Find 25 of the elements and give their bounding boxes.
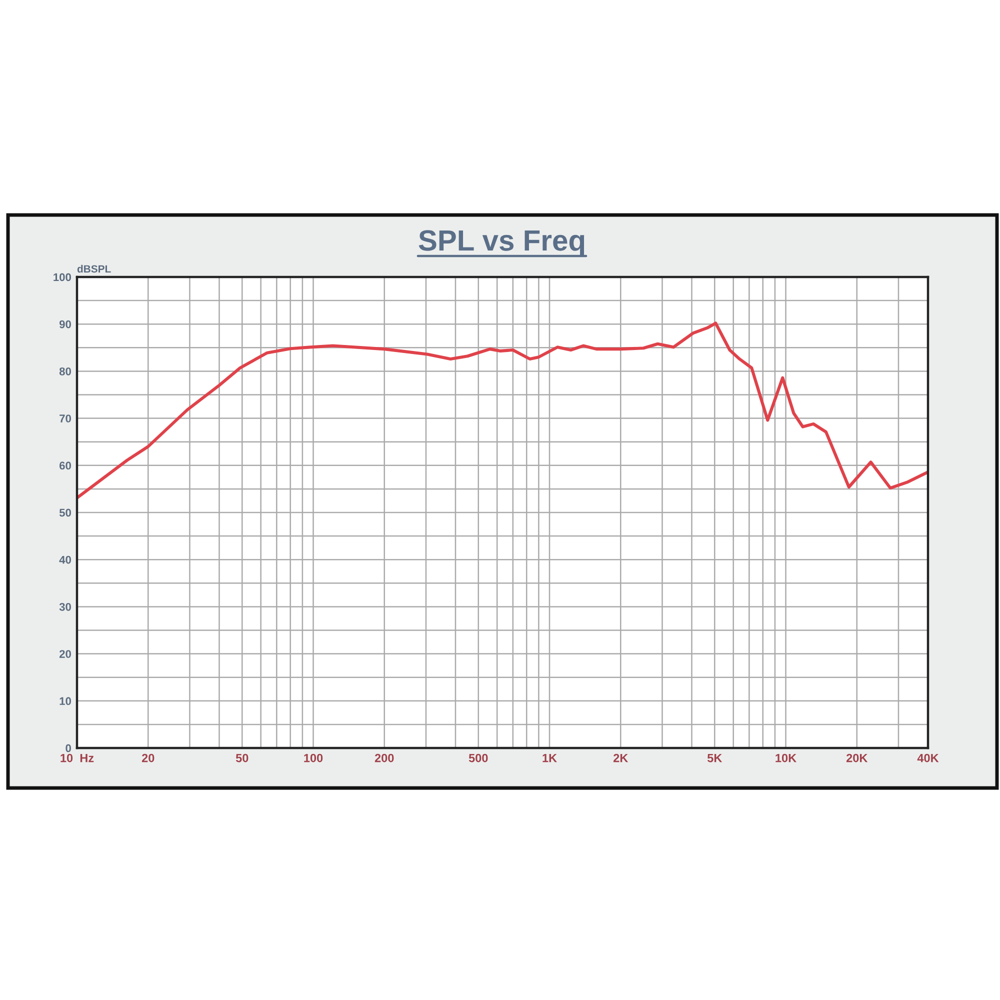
x-tick-label: 500: [468, 754, 488, 762]
x-tick-label: 100: [304, 754, 323, 762]
y-tick-label: 0: [66, 744, 71, 752]
x-tick-label: 200: [374, 754, 394, 762]
x-tick-label: 10 Hz: [60, 754, 94, 762]
x-tick-label: 1K: [542, 754, 557, 762]
y-tick-label: 40: [59, 556, 71, 564]
y-tick-label: 30: [59, 602, 71, 611]
x-tick-label: 20: [142, 754, 154, 762]
y-tick-label: 100: [54, 273, 71, 282]
y-axis-title: dBSPL: [77, 264, 111, 273]
y-tick-label: 70: [60, 414, 71, 422]
y-tick-label: 20: [59, 650, 71, 658]
y-tick-label: 80: [59, 367, 71, 376]
x-tick-label: 10K: [776, 754, 796, 762]
chart-title: SPL vs Freq: [418, 230, 584, 257]
x-tick-label: 5K: [707, 754, 722, 762]
x-tick-label: 50: [236, 754, 248, 762]
x-tick-label: 2K: [613, 754, 628, 762]
y-tick-label: 90: [59, 320, 71, 328]
y-tick-label: 10: [60, 697, 71, 706]
x-tick-label: 20K: [846, 754, 868, 762]
x-tick-label: 40K: [917, 754, 939, 762]
y-tick-label: 50: [59, 508, 71, 517]
y-tick-label: 60: [59, 462, 71, 470]
